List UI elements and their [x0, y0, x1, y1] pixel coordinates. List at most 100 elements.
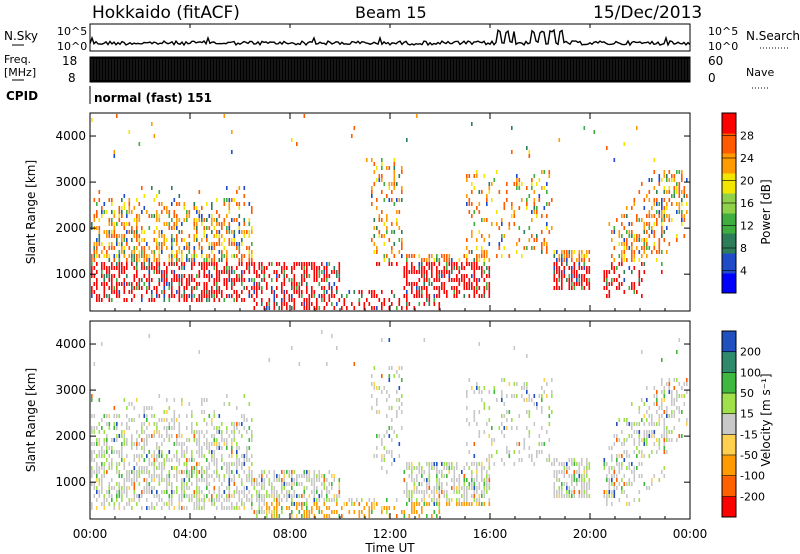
heatmap-cell	[93, 494, 96, 498]
heatmap-cell	[173, 442, 176, 446]
heatmap-cell	[563, 482, 566, 486]
heatmap-cell	[283, 494, 286, 498]
heatmap-cell	[618, 482, 621, 486]
heatmap-cell	[173, 278, 176, 282]
heatmap-cell	[136, 254, 138, 258]
heatmap-cell	[91, 286, 93, 290]
heatmap-cell	[423, 274, 426, 278]
heatmap-cell	[246, 446, 248, 450]
heatmap-cell	[481, 294, 483, 298]
heatmap-cell	[628, 502, 631, 506]
heatmap-cell	[96, 202, 98, 206]
heatmap-cell	[411, 254, 413, 258]
heatmap-cell	[466, 274, 468, 278]
heatmap-cell	[651, 230, 653, 234]
heatmap-cell	[166, 474, 168, 478]
heatmap-cell	[561, 470, 563, 474]
heatmap-cell	[663, 390, 666, 394]
heatmap-cell	[216, 470, 218, 474]
heatmap-cell	[561, 462, 563, 466]
heatmap-cell	[121, 210, 123, 214]
heatmap-cell	[421, 506, 423, 510]
heatmap-cell	[478, 502, 481, 506]
heatmap-cell	[96, 262, 98, 266]
heatmap-cell	[583, 466, 586, 470]
heatmap-cell	[303, 502, 306, 506]
heatmap-cell	[91, 454, 93, 458]
heatmap-cell	[443, 462, 446, 466]
heatmap-cell	[678, 202, 681, 206]
heatmap-cell	[438, 470, 441, 474]
heatmap-cell	[348, 498, 351, 502]
heatmap-cell	[268, 482, 271, 486]
heatmap-cell	[663, 422, 666, 426]
heatmap-cell	[208, 294, 211, 298]
heatmap-cell	[181, 250, 183, 254]
heatmap-cell	[681, 170, 683, 174]
heatmap-cell	[266, 266, 268, 270]
heatmap-cell	[398, 374, 401, 378]
heatmap-cell	[256, 478, 258, 482]
heatmap-cell	[443, 270, 446, 274]
heatmap-cell	[348, 510, 351, 514]
heatmap-cell	[296, 502, 298, 506]
heatmap-cell	[378, 214, 381, 218]
heatmap-cell	[428, 466, 431, 470]
heatmap-cell	[663, 394, 666, 398]
heatmap-cell	[633, 470, 636, 474]
heatmap-cell	[611, 262, 613, 266]
heatmap-cell	[611, 478, 613, 482]
heatmap-cell	[163, 462, 166, 466]
heatmap-cell	[438, 490, 441, 494]
heatmap-cell	[561, 494, 563, 498]
heatmap-cell	[118, 502, 121, 506]
heatmap-cell	[676, 238, 678, 242]
heatmap-cell	[553, 470, 556, 474]
heatmap-cell	[441, 274, 443, 278]
heatmap-cell	[658, 250, 661, 254]
heatmap-cell	[216, 474, 218, 478]
heatmap-cell	[621, 462, 623, 466]
heatmap-cell	[671, 414, 673, 418]
heatmap-cell	[561, 270, 563, 274]
heatmap-cell	[621, 222, 623, 226]
heatmap-cell	[621, 454, 623, 458]
heatmap-cell	[681, 202, 683, 206]
heatmap-cell	[631, 242, 633, 246]
heatmap-cell	[263, 278, 266, 282]
heatmap-cell	[528, 410, 531, 414]
heatmap-cell	[623, 442, 626, 446]
heatmap-cell	[588, 462, 591, 466]
heatmap-cell	[653, 234, 656, 238]
heatmap-cell	[611, 502, 613, 506]
heatmap-cell	[466, 394, 468, 398]
heatmap-cell	[106, 414, 108, 418]
heatmap-cell	[686, 210, 688, 214]
heatmap-cell	[613, 482, 616, 486]
heatmap-cell	[138, 202, 141, 206]
heatmap-cell	[218, 274, 221, 278]
heatmap-cell	[273, 270, 276, 274]
heatmap-cell	[171, 426, 173, 430]
heatmap-cell	[218, 414, 221, 418]
heatmap-cell	[273, 494, 276, 498]
heatmap-cell	[171, 186, 173, 190]
heatmap-cell	[676, 170, 678, 174]
heatmap-cell	[228, 294, 231, 298]
heatmap-cell	[156, 210, 158, 214]
heatmap-cell	[313, 490, 316, 494]
heatmap-cell	[316, 486, 318, 490]
heatmap-cell	[171, 466, 173, 470]
heatmap-cell	[486, 198, 488, 202]
heatmap-cell	[561, 282, 563, 286]
heatmap-cell	[661, 270, 663, 274]
heatmap-cell	[138, 238, 141, 242]
heatmap-cell	[153, 506, 156, 510]
heatmap-cell	[131, 298, 133, 302]
heatmap-cell	[123, 270, 126, 274]
heatmap-cell	[108, 414, 111, 418]
heatmap-cell	[158, 262, 161, 266]
heatmap-cell	[418, 270, 421, 274]
heatmap-cell	[681, 190, 683, 194]
heatmap-cell	[213, 486, 216, 490]
